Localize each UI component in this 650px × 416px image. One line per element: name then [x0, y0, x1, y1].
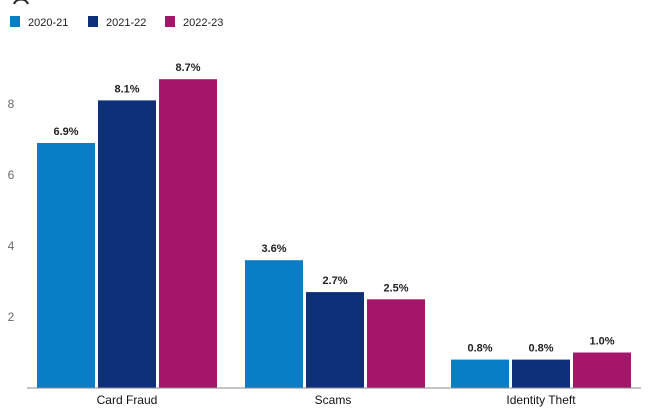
- bar: [306, 292, 364, 388]
- data-labels: 6.9% 8.1% 8.7% 3.6% 2.7% 2.5% 0.8% 0.8% 1.0%: [53, 62, 614, 354]
- data-label: 2.7%: [322, 275, 347, 287]
- data-label: 0.8%: [528, 343, 553, 355]
- bar: [98, 100, 156, 389]
- x-tick-label: Identity Theft: [506, 393, 576, 407]
- legend-swatch-2022-23: [165, 16, 175, 27]
- x-axis-labels: Card Fraud Scams Identity Theft: [97, 393, 577, 407]
- data-label: 6.9%: [53, 126, 78, 138]
- y-tick-label: 4: [8, 239, 15, 253]
- x-tick-label: Card Fraud: [97, 393, 158, 407]
- bar: [37, 143, 95, 388]
- legend: 2020-21 2021-22 2022-23: [10, 16, 223, 29]
- bar: [245, 260, 303, 388]
- data-label: 0.8%: [467, 343, 492, 355]
- data-label: 3.6%: [261, 243, 286, 255]
- legend-label-2022-23: 2022-23: [183, 17, 223, 29]
- legend-swatch-2020-21: [10, 16, 20, 27]
- bar: [367, 299, 425, 389]
- bar: [159, 79, 217, 388]
- legend-swatch-2021-22: [88, 16, 98, 27]
- legend-label-2021-22: 2021-22: [106, 17, 146, 29]
- y-axis: 2 4 6 8: [8, 97, 15, 324]
- y-tick-label: 6: [8, 168, 15, 182]
- y-tick-label: 2: [8, 310, 15, 324]
- cropped-title-fragment: [13, 0, 29, 5]
- bar: [451, 359, 509, 388]
- bar: [512, 359, 570, 388]
- y-tick-label: 8: [8, 97, 15, 111]
- data-label: 1.0%: [589, 336, 614, 348]
- legend-label-2020-21: 2020-21: [28, 17, 68, 29]
- bars: [37, 79, 631, 389]
- data-label: 8.7%: [175, 62, 200, 74]
- data-label: 8.1%: [114, 83, 139, 95]
- data-label: 2.5%: [383, 282, 408, 294]
- x-tick-label: Scams: [315, 393, 352, 407]
- bar: [573, 352, 631, 388]
